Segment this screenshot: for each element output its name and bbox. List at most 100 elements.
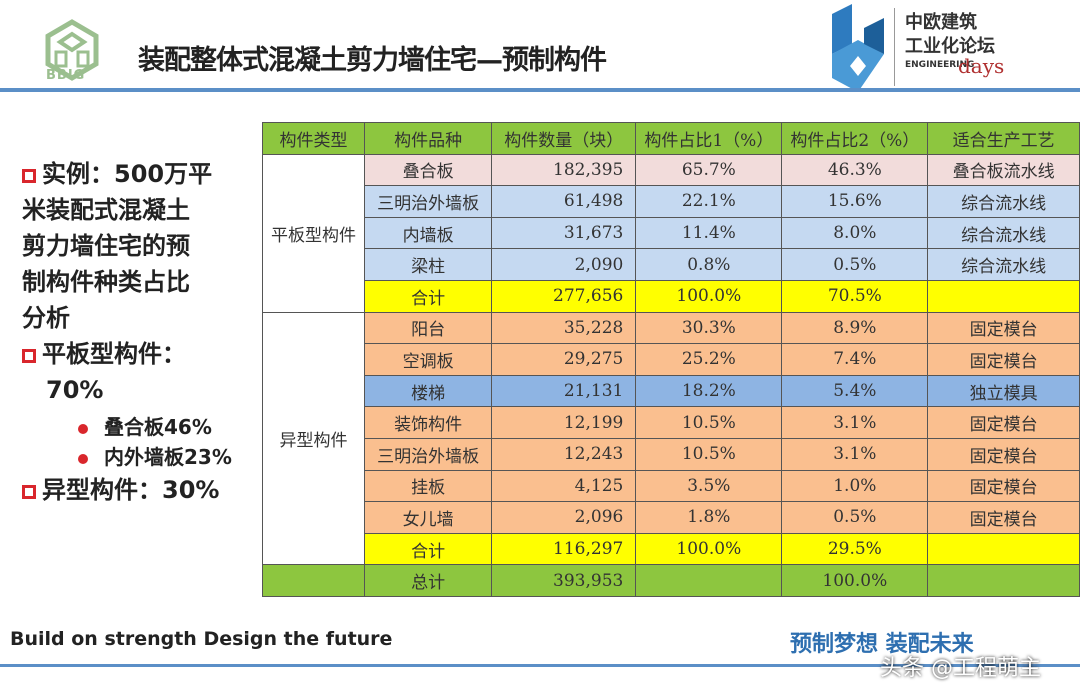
table-cell: 固定模台 — [927, 437, 1080, 471]
square-bullet-icon — [22, 169, 36, 183]
bullet-text: 米装配式混凝土 — [22, 196, 190, 224]
sub-item: 叠合板46% — [78, 412, 232, 442]
table-cell: 12,243 — [491, 437, 637, 471]
table-cell: 25.2% — [635, 343, 783, 376]
bullet-special: 异型构件：30% — [22, 472, 232, 508]
table-cell: 总计 — [363, 564, 493, 597]
table-cell: 3.5% — [635, 469, 783, 503]
logo-divider — [894, 8, 895, 86]
table-cell: 内墙板 — [363, 216, 493, 250]
table-cell: 7.4% — [781, 343, 929, 376]
logo-line3a: ENGINEERING — [905, 60, 975, 70]
table-cell: 393,953 — [491, 564, 637, 597]
table-cell: 116,297 — [491, 532, 637, 566]
table-row: 合计 116,297 100.0% 29.5% — [263, 532, 1080, 566]
header-divider — [0, 88, 1080, 92]
bullet-flat: 平板型构件： 70% — [22, 336, 232, 408]
table-row: 女儿墙 2,096 1.8% 0.5% 固定模台 — [263, 501, 1080, 534]
table-cell: 适合生产工艺 — [927, 122, 1080, 155]
table-cell: 61,498 — [491, 185, 637, 218]
table-cell: 综合流水线 — [927, 216, 1080, 250]
table-cell: 综合流水线 — [927, 185, 1080, 218]
table-cell: 31,673 — [491, 216, 637, 250]
watermark: 头条 @工程萌主 — [880, 656, 1041, 681]
table-cell: 合计 — [363, 532, 493, 566]
bullet-text: 70% — [46, 376, 104, 404]
table-cell: 固定模台 — [927, 406, 1080, 439]
table-cell: 固定模台 — [927, 501, 1080, 534]
table-cell: 29,275 — [491, 343, 637, 376]
table-cell: 1.0% — [781, 469, 929, 503]
table-cell: 30.3% — [635, 311, 783, 345]
dot-bullet-icon — [78, 454, 88, 464]
table-cell: 装饰构件 — [363, 406, 493, 439]
table-cell: 合计 — [363, 279, 493, 313]
square-bullet-icon — [22, 349, 36, 363]
sub-list: 叠合板46% 内外墙板23% — [78, 412, 232, 472]
table-cell: 8.0% — [781, 216, 929, 250]
table-cell: 11.4% — [635, 216, 783, 250]
table-row: 平板型构件 叠合板 182,395 65.7% 46.3% 叠合板流水线 — [262, 153, 1080, 313]
table-cell: 构件品种 — [363, 122, 493, 155]
table-cell: 182,395 — [491, 153, 637, 187]
table-cell: 0.5% — [781, 501, 929, 534]
table-row: 梁柱 2,090 0.8% 0.5% 综合流水线 — [263, 248, 1080, 281]
bullet-text: 平板型构件： — [42, 340, 186, 368]
table-cell: 8.9% — [781, 311, 929, 345]
page-title: 装配整体式混凝土剪力墙住宅—预制构件 — [138, 45, 607, 76]
table-cell — [262, 564, 365, 597]
table-cell: 独立模具 — [927, 374, 1080, 408]
table-row: 合计 277,656 100.0% 70.5% — [263, 279, 1080, 313]
table-cell: 46.3% — [781, 153, 929, 187]
table-cell: 29.5% — [781, 532, 929, 566]
table-cell: 5.4% — [781, 374, 929, 408]
table-row: 三明治外墙板 61,498 22.1% 15.6% 综合流水线 — [263, 185, 1080, 218]
bullet-text: 实例：500万平 — [42, 160, 213, 188]
table-cell: 0.8% — [635, 248, 783, 281]
left-panel: 实例：500万平 米装配式混凝土 剪力墙住宅的预 制构件种类占比 分析 平板型构… — [22, 156, 232, 508]
table-cell: 构件占比2（%） — [781, 122, 929, 155]
table-cell: 1.8% — [635, 501, 783, 534]
table-cell: 2,096 — [491, 501, 637, 534]
footer-slogan: Build on strength Design the future — [10, 628, 393, 650]
table-row: 异型构件 阳台 35,228 30.3% 8.9% 固定模台 — [262, 311, 1080, 566]
table-cell: 构件占比1（%） — [635, 122, 783, 155]
table-header-row: 构件类型 构件品种 构件数量（块） 构件占比1（%） 构件占比2（%） 适合生产工艺 — [262, 122, 1080, 155]
table-row: 装饰构件 12,199 10.5% 3.1% 固定模台 — [263, 406, 1080, 439]
bullet-text: 剪力墙住宅的预 — [22, 232, 190, 260]
table-cell: 阳台 — [363, 311, 493, 345]
table-cell: 女儿墙 — [363, 501, 493, 534]
group-cell: 异型构件 — [262, 311, 365, 566]
table-row: 空调板 29,275 25.2% 7.4% 固定模台 — [263, 343, 1080, 376]
table-cell: 22.1% — [635, 185, 783, 218]
table-cell — [927, 532, 1080, 566]
table-cell: 固定模台 — [927, 469, 1080, 503]
footer-divider — [0, 664, 1080, 667]
table-cell: 楼梯 — [363, 374, 493, 408]
table-cell: 4,125 — [491, 469, 637, 503]
table-cell: 叠合板流水线 — [927, 153, 1080, 187]
bbig-logo-text: BBIG — [46, 68, 86, 83]
logo-line2: 工业化论坛 — [905, 36, 995, 57]
table-cell: 2,090 — [491, 248, 637, 281]
table-cell: 构件类型 — [262, 122, 365, 155]
group-cell: 平板型构件 — [262, 153, 365, 313]
table-cell: 叠合板 — [363, 153, 493, 187]
square-bullet-icon — [22, 485, 36, 499]
table-cell: 0.5% — [781, 248, 929, 281]
table-cell: 固定模台 — [927, 343, 1080, 376]
table-cell: 10.5% — [635, 406, 783, 439]
table-cell: 70.5% — [781, 279, 929, 313]
table-cell: 277,656 — [491, 279, 637, 313]
bullet-text: 制构件种类占比 — [22, 268, 190, 296]
table-cell: 65.7% — [635, 153, 783, 187]
table-cell: 固定模台 — [927, 311, 1080, 345]
table-cell: 综合流水线 — [927, 248, 1080, 281]
table-cell: 3.1% — [781, 406, 929, 439]
table-cell — [927, 279, 1080, 313]
table-row: 内墙板 31,673 11.4% 8.0% 综合流水线 — [263, 216, 1080, 250]
table-cell: 挂板 — [363, 469, 493, 503]
table-row: 三明治外墙板 12,243 10.5% 3.1% 固定模台 — [263, 437, 1080, 471]
footer-cn-slogan: 预制梦想 装配未来 — [790, 632, 974, 657]
table-cell: 三明治外墙板 — [363, 185, 493, 218]
